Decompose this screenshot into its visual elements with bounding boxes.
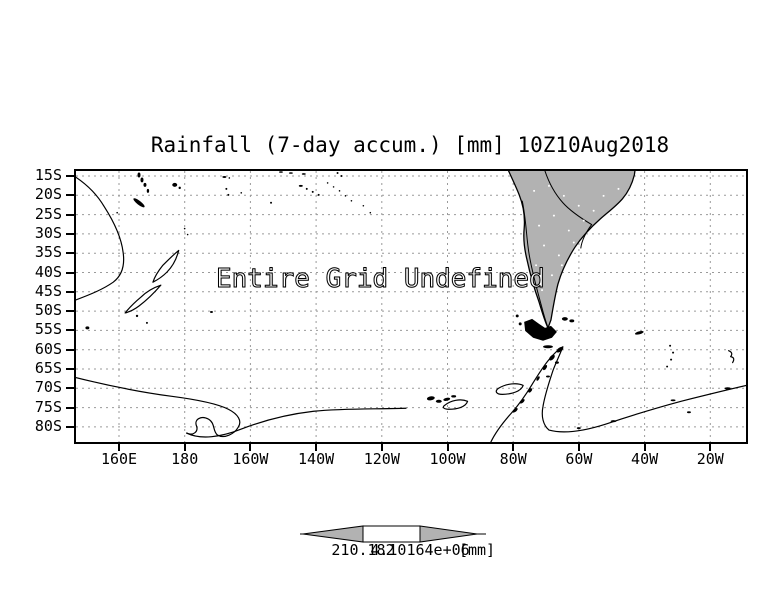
- coastline-squiggle: [728, 350, 735, 364]
- lat-tick: [66, 194, 74, 197]
- lon-tick-label: 40W: [631, 450, 659, 468]
- colorbar: [300, 525, 486, 543]
- land-speckles: [533, 184, 620, 292]
- lat-tick-label: 25S: [34, 204, 62, 223]
- coastline-antarctic-peninsula: [490, 346, 746, 442]
- lat-tick-label: 80S: [34, 416, 62, 435]
- lat-tick-label: 40S: [34, 262, 62, 281]
- lat-tick: [66, 348, 74, 351]
- map-plot-area: Entire Grid Undefined: [74, 169, 748, 444]
- lat-tick: [66, 290, 74, 293]
- island-loop: [442, 399, 469, 410]
- undefined-grid-message: Entire Grid Undefined: [216, 264, 546, 295]
- lat-tick-label: 70S: [34, 378, 62, 397]
- lon-tick: [183, 444, 186, 451]
- lon-tick-label: 60W: [565, 450, 593, 468]
- lon-tick-label: 120W: [363, 450, 400, 468]
- plot-title: Rainfall (7-day accum.) [mm] 10Z10Aug201…: [150, 133, 670, 157]
- island-loop: [495, 383, 524, 395]
- lat-tick-label: 55S: [34, 320, 62, 339]
- lon-tick-label: 160E: [100, 450, 138, 468]
- lon-tick-label: 160W: [232, 450, 269, 468]
- colorbar-units-label: [mm]: [458, 541, 496, 559]
- lat-tick: [66, 252, 74, 255]
- lon-tick: [446, 444, 449, 451]
- coastline-australia: [76, 176, 125, 301]
- lat-tick-label: 45S: [34, 281, 62, 300]
- colorbar-left-arrow: [302, 525, 364, 543]
- border-interior: [544, 171, 593, 249]
- lon-tick: [380, 444, 383, 451]
- lat-tick: [66, 310, 74, 313]
- lon-tick-label: 100W: [429, 450, 466, 468]
- lon-tick: [118, 444, 120, 451]
- lon-tick: [577, 444, 580, 451]
- border-andes: [521, 200, 549, 328]
- lat-tick: [66, 271, 74, 274]
- coastline-antarctica-west: [76, 376, 241, 438]
- lat-tick: [66, 175, 74, 177]
- lat-tick-label: 15S: [34, 166, 62, 184]
- lat-tick-label: 65S: [34, 359, 62, 377]
- lat-tick-label: 60S: [34, 339, 62, 358]
- coastline-antarctica-mid: [186, 407, 407, 438]
- latlon-gridlines: [76, 171, 746, 442]
- lon-tick: [249, 444, 252, 451]
- lon-tick: [315, 444, 318, 451]
- lat-tick-label: 30S: [34, 223, 62, 242]
- lat-tick: [66, 329, 74, 332]
- lon-tick-label: 180: [171, 450, 199, 468]
- colorbar-right-arrow: [419, 525, 478, 543]
- lon-tick: [709, 444, 712, 451]
- lon-tick: [643, 444, 646, 451]
- lat-tick-label: 75S: [34, 397, 62, 416]
- lat-tick: [66, 232, 74, 235]
- colorbar-left-value: 210.182: [331, 541, 395, 559]
- lat-tick: [66, 213, 74, 216]
- lat-tick: [66, 368, 74, 370]
- colorbar-right-value: 4.10164e+06: [370, 541, 470, 559]
- lat-tick-label: 20S: [34, 185, 62, 204]
- lat-tick-label: 35S: [34, 243, 62, 262]
- lon-tick-label: 140W: [298, 450, 335, 468]
- coastline-new-zealand-south: [124, 284, 162, 314]
- lat-tick: [66, 425, 74, 428]
- landmass-south-america: [507, 171, 636, 329]
- lon-tick-label: 20W: [696, 450, 724, 468]
- coastline-new-zealand-north: [152, 249, 180, 283]
- island-marks: [85, 171, 731, 430]
- lat-tick: [66, 387, 74, 390]
- lon-tick: [512, 444, 515, 451]
- lon-tick-label: 80W: [499, 450, 527, 468]
- lat-tick-label: 50S: [34, 301, 62, 320]
- lat-tick: [66, 406, 74, 409]
- colorbar-mid-segment: [362, 525, 421, 543]
- coastline-map: [76, 171, 746, 442]
